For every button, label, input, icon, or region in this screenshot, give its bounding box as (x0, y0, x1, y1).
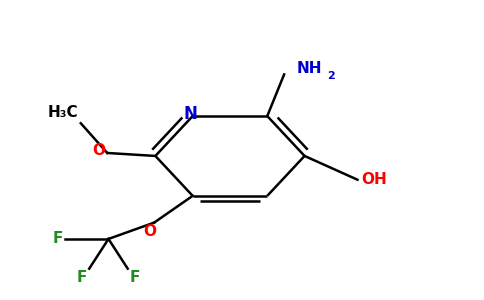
Text: 2: 2 (327, 71, 335, 81)
Text: F: F (76, 270, 87, 285)
Text: O: O (144, 224, 157, 239)
Text: O: O (92, 142, 105, 158)
Text: F: F (52, 231, 63, 246)
Text: N: N (183, 105, 197, 123)
Text: H₃C: H₃C (48, 105, 78, 120)
Text: F: F (130, 270, 140, 285)
Text: OH: OH (362, 172, 387, 187)
Text: NH: NH (296, 61, 322, 76)
